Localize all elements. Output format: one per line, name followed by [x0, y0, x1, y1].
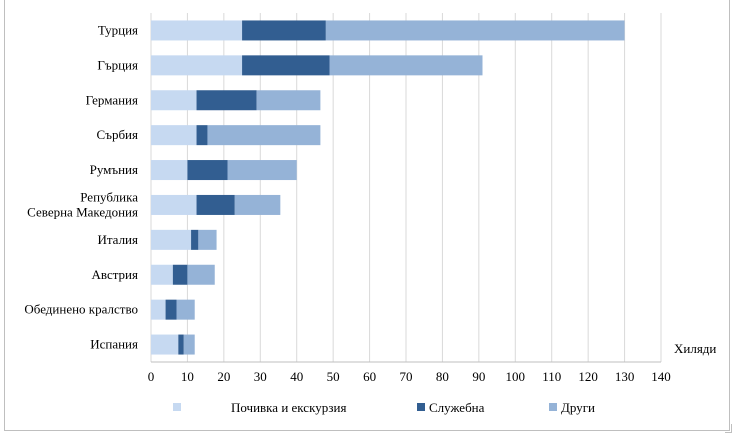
bar-segment: [256, 90, 321, 111]
category-labels: Турция Гърция Германия Сърбия Румъния Републи…: [24, 22, 138, 351]
bar-segment: [176, 299, 195, 320]
x-tick-label: 50: [327, 369, 340, 384]
category-label: Гърция: [97, 57, 138, 72]
bar-segment: [242, 55, 330, 76]
x-tick-label: 20: [217, 369, 230, 384]
x-tick-label: 80: [436, 369, 449, 384]
category-label: Испания: [90, 337, 138, 352]
legend-label: Служебна: [429, 400, 485, 415]
legend-label: Други: [561, 400, 595, 415]
x-tick-label: 130: [615, 369, 635, 384]
category-label: Сърбия: [97, 127, 138, 142]
bar-segment: [151, 229, 192, 250]
bar-segment: [172, 264, 188, 285]
x-tick-label: 70: [400, 369, 413, 384]
x-tick-label: 60: [363, 369, 376, 384]
frame-corner-mark: [725, 424, 732, 433]
x-tick-label: 40: [290, 369, 303, 384]
bar-segment: [151, 194, 197, 215]
chart-frame: 0 10 20 30 40 50 60 70 80 90 100 110 120 130 140 Турци…: [4, 0, 730, 431]
x-tick-label: 120: [578, 369, 598, 384]
category-label: Румъния: [90, 162, 138, 177]
x-tick-label: 140: [651, 369, 671, 384]
bar-segment: [242, 20, 326, 41]
bar-segment: [151, 160, 188, 181]
bar-segment: [151, 264, 173, 285]
x-tick-label: 0: [148, 369, 155, 384]
x-tick-label: 10: [181, 369, 194, 384]
chart-svg: 0 10 20 30 40 50 60 70 80 90 100 110 120 130 140 Турци…: [24, 13, 716, 415]
bar-segment: [178, 334, 184, 355]
category-label: Република: [80, 189, 138, 204]
category-label: Северна Македония: [27, 204, 138, 219]
bar-segment: [191, 229, 199, 250]
bar-segment: [329, 55, 483, 76]
bars: [151, 20, 625, 355]
bar-segment: [151, 55, 243, 76]
bar-segment: [196, 125, 208, 146]
bar-segment: [187, 264, 215, 285]
bar-segment: [325, 20, 625, 41]
category-label: Австрия: [92, 267, 139, 282]
category-label: Турция: [98, 22, 138, 37]
category-label: Италия: [97, 232, 138, 247]
bar-segment: [234, 194, 281, 215]
legend-label: Почивка и екскурзия: [231, 400, 346, 415]
x-tick-label: 100: [506, 369, 526, 384]
bar-segment: [151, 20, 243, 41]
category-label: Обединено кралство: [24, 302, 138, 317]
legend-swatch: [549, 403, 557, 411]
bar-segment: [187, 160, 228, 181]
bar-segment: [151, 334, 179, 355]
legend-swatch: [173, 403, 181, 411]
bar-segment: [183, 334, 195, 355]
x-axis-label: Хиляди: [674, 341, 716, 356]
bar-segment: [196, 90, 257, 111]
bar-segment: [196, 194, 235, 215]
legend: Почивка и екскурзия Служебна Други: [173, 400, 595, 415]
bar-segment: [151, 90, 197, 111]
bar-segment: [151, 125, 197, 146]
bar-segment: [207, 125, 321, 146]
bar-segment: [165, 299, 177, 320]
bar-segment: [227, 160, 297, 181]
x-tick-label: 30: [254, 369, 267, 384]
category-label: Германия: [86, 92, 138, 107]
bar-segment: [198, 229, 217, 250]
x-tick-label: 90: [472, 369, 485, 384]
bar-segment: [151, 299, 166, 320]
x-axis: 0 10 20 30 40 50 60 70 80 90 100 110 120 130 140: [148, 361, 671, 384]
legend-swatch: [417, 403, 425, 411]
x-tick-label: 110: [542, 369, 561, 384]
